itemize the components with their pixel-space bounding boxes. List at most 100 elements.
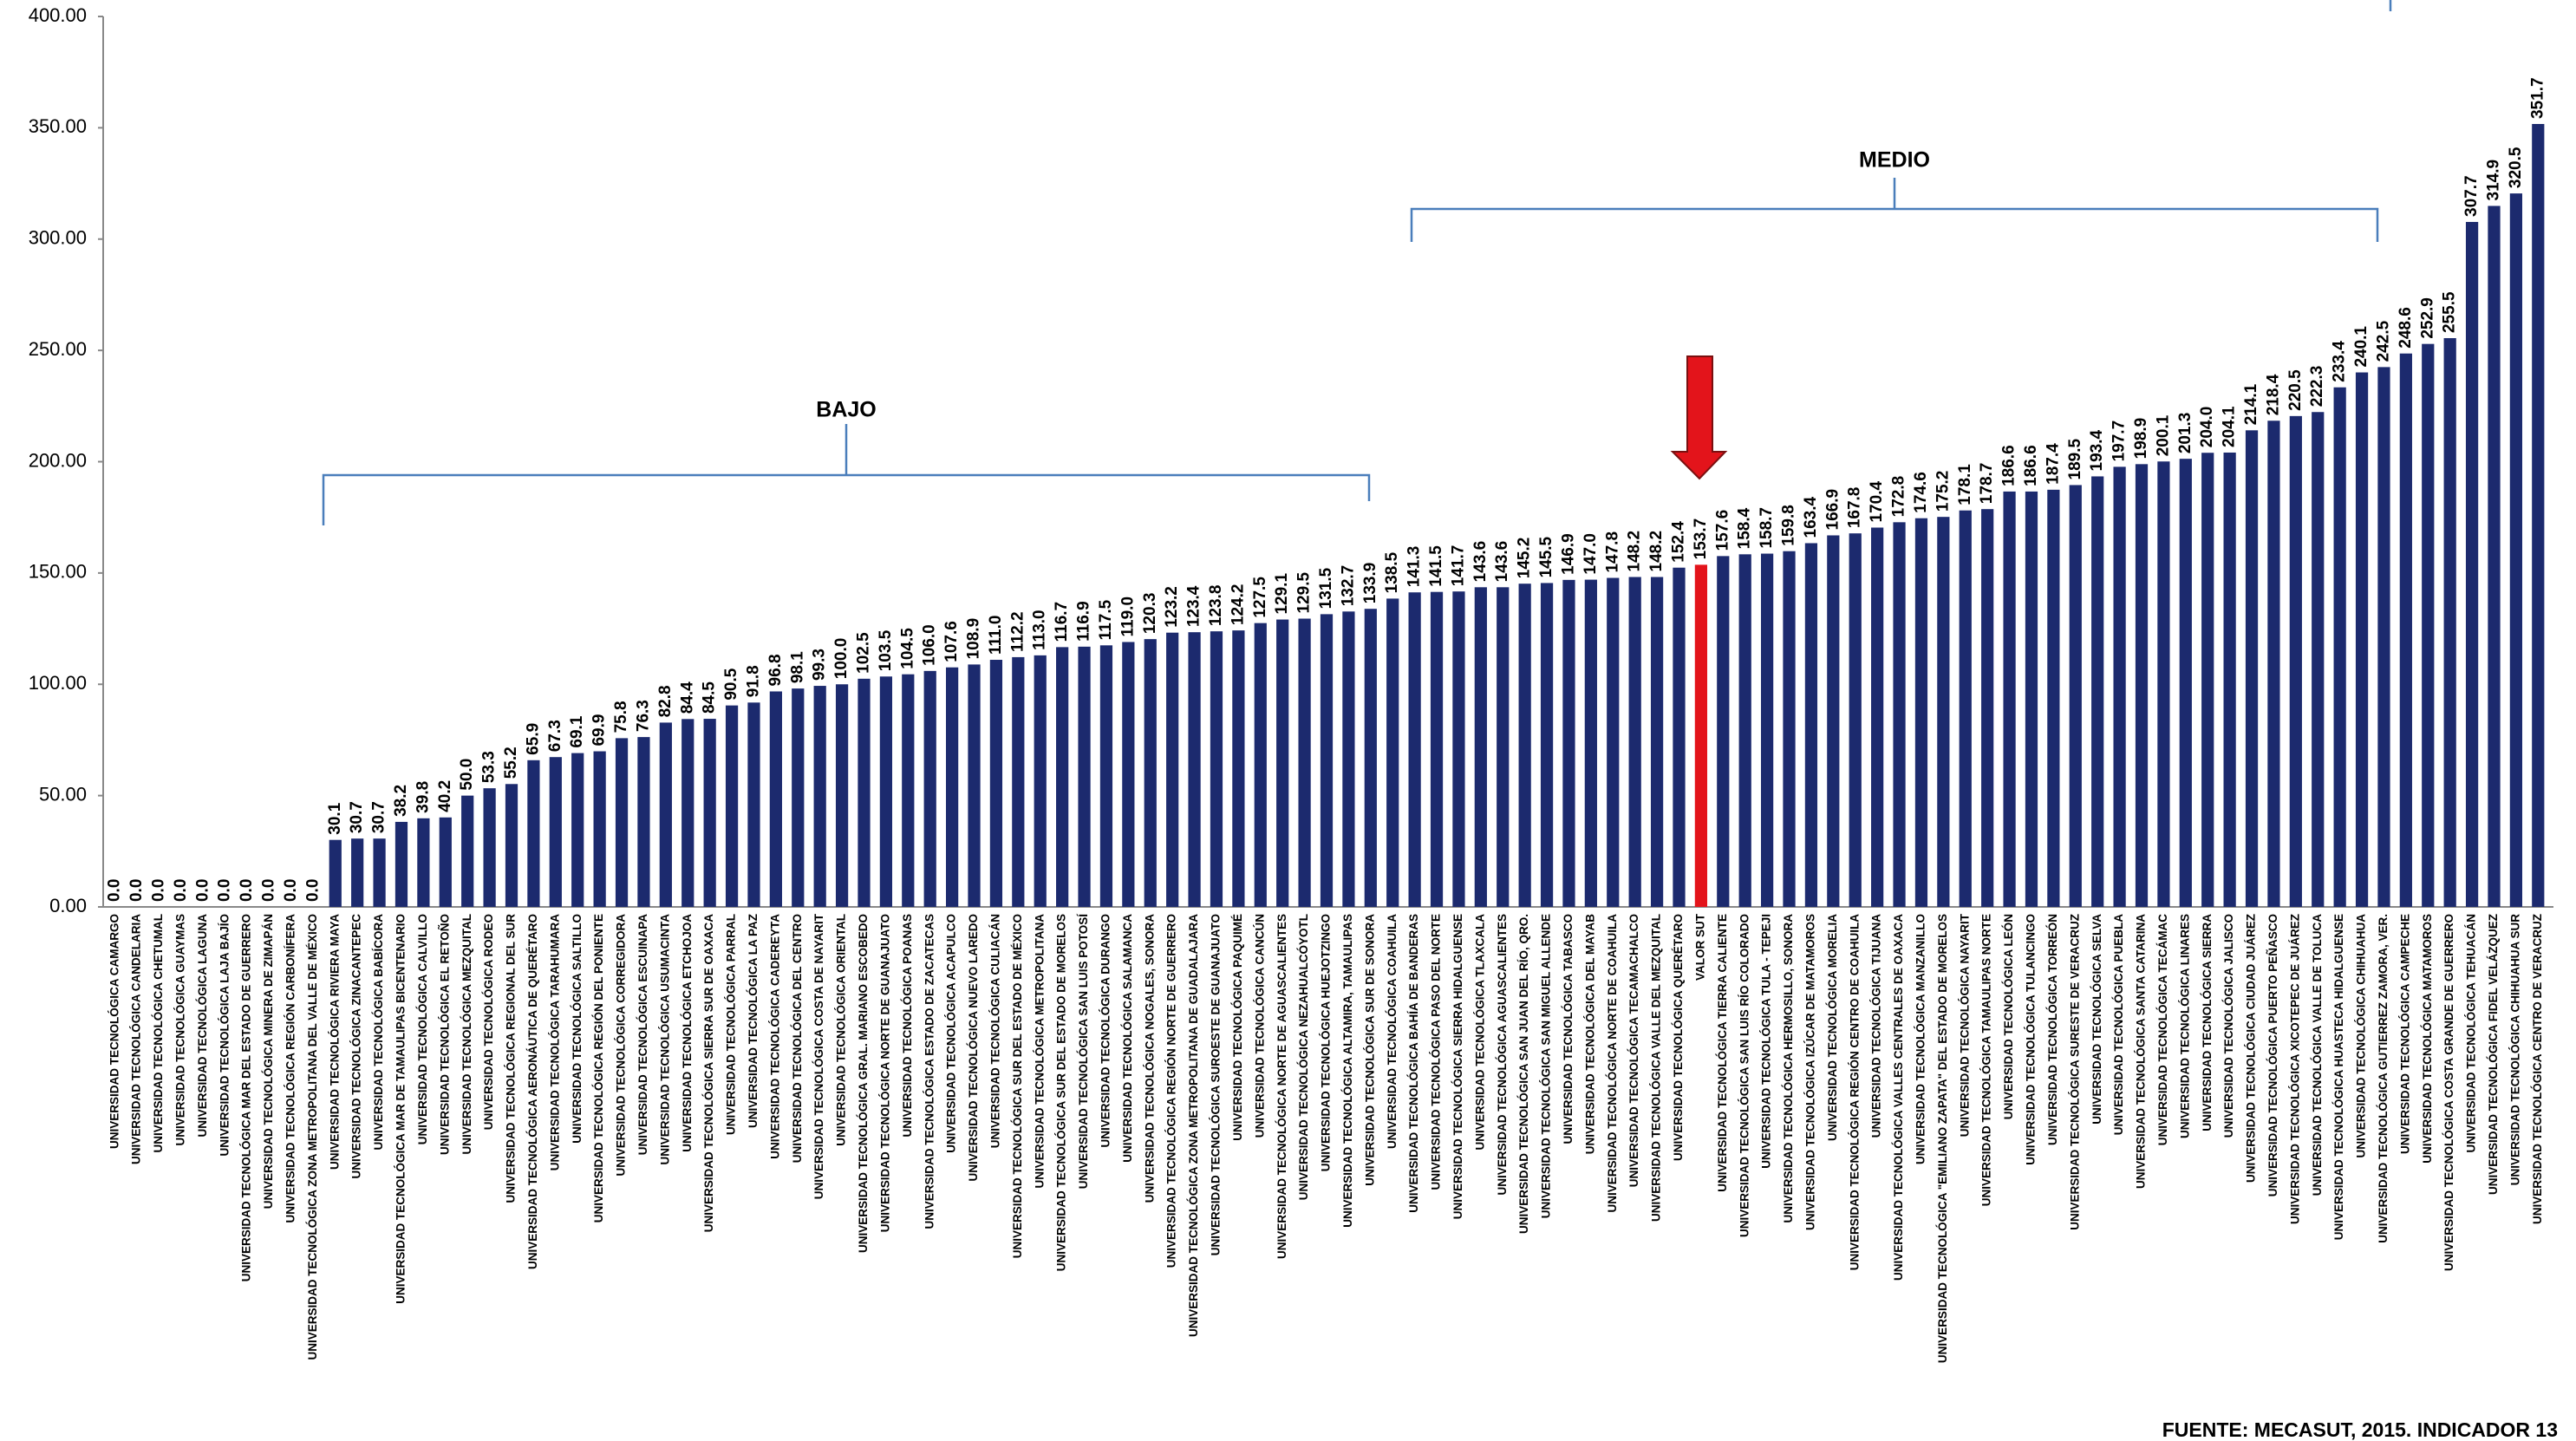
x-tick-label: UNIVERSIDAD TECNOLÓGICA REGIÓN DEL PONIE… — [592, 914, 605, 1223]
bar — [1849, 533, 1862, 907]
x-tick-label: UNIVERSIDAD TECNOLÓGICA LA PAZ — [747, 914, 760, 1128]
data-label: 220.5 — [2286, 369, 2305, 411]
data-label: 148.2 — [1626, 531, 1644, 572]
data-label: 147.0 — [1581, 533, 1600, 575]
x-tick-label: UNIVERSIDAD TECNOLÓGICA CORREGIDORA — [615, 914, 628, 1177]
x-tick-label: UNIVERSIDAD TECNOLÓGICA CIUDAD JUÁREZ — [2245, 914, 2258, 1183]
x-tick-label: UNIVERSIDAD TECNOLÓGICA ZONA METROPOLITA… — [1187, 914, 1200, 1337]
bar — [2355, 372, 2369, 908]
bar — [1122, 642, 1135, 907]
data-label: 175.2 — [1934, 471, 1952, 512]
bar — [1871, 527, 1884, 907]
data-label: 141.7 — [1449, 545, 1467, 587]
y-tick-label: 250.00 — [29, 338, 87, 360]
bracket-bajo: BAJO — [322, 398, 1371, 525]
bar — [989, 660, 1003, 907]
bar — [1386, 598, 1399, 907]
bar — [527, 760, 540, 907]
x-tick-label: UNIVERSIDAD TECNOLÓGICA PAQUIMÉ — [1231, 914, 1244, 1141]
x-tick-label: UNIVERSIDAD TECNOLÓGICA TECÁMAC — [2156, 914, 2169, 1146]
x-tick-label: UNIVERSIDAD TECNOLÓGICA SIERRA SUR DE OA… — [702, 914, 715, 1233]
data-label: 0.0 — [260, 879, 278, 902]
bar — [813, 686, 826, 907]
data-label: 0.0 — [238, 879, 256, 902]
data-label: 204.1 — [2221, 406, 2239, 447]
data-label: 159.8 — [1780, 505, 1798, 546]
bar — [659, 722, 672, 907]
data-label: 186.6 — [2022, 445, 2040, 486]
data-label: 163.4 — [1802, 496, 1820, 538]
annotation: MEDIO — [1859, 148, 1930, 173]
x-tick-label: UNIVERSIDAD TECNOLÓGICA GUTIERREZ ZAMORA… — [2377, 914, 2390, 1243]
x-tick-label: UNIVERSIDAD TECNOLÓGICA MATAMOROS — [2421, 914, 2434, 1164]
bar — [2025, 491, 2038, 907]
x-tick-label: UNIVERSIDAD TECNOLÓGICA NUEVO LAREDO — [967, 914, 980, 1182]
data-label: 145.5 — [1537, 536, 1555, 577]
bar — [792, 688, 805, 907]
bar — [2069, 485, 2082, 907]
data-label: 116.7 — [1053, 602, 1071, 642]
x-tick-label: UNIVERSIDAD TECNOLÓGICA METROPOLITANA — [1033, 914, 1046, 1189]
y-tick-label: 400.00 — [29, 4, 87, 26]
data-label: 123.2 — [1163, 586, 1181, 628]
x-tick-label: UNIVERSIDAD TECNOLÓGICA TLAXCALA — [1473, 914, 1486, 1151]
bar — [2179, 459, 2192, 907]
y-tick-label: 100.00 — [29, 672, 87, 694]
data-label: 214.1 — [2242, 383, 2260, 425]
bar — [1056, 647, 1069, 907]
data-label: 133.9 — [1361, 563, 1379, 604]
data-label: 178.1 — [1956, 464, 1974, 505]
bar — [1408, 592, 1421, 907]
bar — [2333, 387, 2346, 908]
x-tick-label: UNIVERSIDAD TECNOLÓGICA ZINACANTEPEC — [350, 914, 363, 1179]
x-tick-label: UNIVERSIDAD TECNOLÓGICA CHETUMAL — [152, 914, 165, 1153]
bar — [2443, 338, 2456, 907]
bar — [1518, 584, 1531, 907]
data-label: 197.7 — [2110, 421, 2129, 462]
bracket-line — [322, 473, 1371, 525]
bar — [1320, 614, 1334, 907]
x-tick-label: UNIVERSIDAD TECNOLÓGICA VALLES CENTRALES… — [1892, 914, 1905, 1281]
x-tick-label: UNIVERSIDAD TECNOLÓGICA MINERA DE ZIMAPÁ… — [262, 914, 275, 1209]
x-tick-label: UNIVERSIDAD TECNOLÓGICA TIJUANA — [1870, 914, 1883, 1138]
bar — [835, 684, 849, 907]
bar — [1607, 577, 1620, 907]
data-label: 147.8 — [1603, 531, 1621, 573]
data-label: 152.4 — [1670, 521, 1688, 563]
data-label: 90.5 — [722, 668, 740, 700]
bar — [1804, 543, 1818, 907]
x-tick-label: UNIVERSIDAD TECNOLÓGICA REGIÓN CARBONÍFE… — [284, 914, 297, 1223]
x-tick-label: UNIVERSIDAD TECNOLÓGICA CALVILLO — [416, 914, 429, 1144]
x-tick-label: UNIVERSIDAD TECNOLÓGICA AGUASCALIENTES — [1496, 914, 1509, 1196]
bar — [395, 821, 408, 907]
data-label: 158.7 — [1758, 507, 1776, 549]
data-label: 98.1 — [788, 651, 806, 683]
bar — [1650, 577, 1664, 907]
x-tick-label: UNIVERSIDAD TECNOLÓGICA TULANCINGO — [2025, 914, 2038, 1165]
x-tick-label: UNIVERSIDAD TECNOLÓGICA TORREÓN — [2046, 914, 2059, 1145]
x-tick-label: UNIVERSIDAD TECNOLÓGICA MORELIA — [1826, 914, 1839, 1141]
x-tick-label: UNIVERSIDAD TECNOLÓGICA USUMACINTA — [658, 914, 671, 1165]
x-tick-label: UNIVERSIDAD TECNOLÓGICA NORTE DE COAHUIL… — [1606, 914, 1619, 1213]
bar — [1562, 579, 1575, 907]
data-label: 0.0 — [150, 879, 168, 902]
x-tick-label: UNIVERSIDAD TECNOLÓGICA ESCUINAPA — [636, 914, 649, 1156]
data-label: 106.0 — [921, 624, 939, 666]
bar — [1738, 554, 1751, 907]
bar — [2532, 124, 2545, 907]
data-label: 141.5 — [1427, 545, 1445, 587]
data-label: 314.9 — [2485, 160, 2503, 201]
bar — [2157, 461, 2170, 907]
x-tick-label: UNIVERSIDAD TECNOLÓGICA MAR DEL ESTADO D… — [240, 914, 253, 1281]
data-label: 129.1 — [1273, 573, 1291, 615]
bar — [1342, 611, 1355, 907]
bar — [417, 818, 430, 907]
bar — [483, 788, 496, 907]
x-tick-label: UNIVERSIDAD TECNOLÓGICA SUR DEL ESTADO D… — [1055, 914, 1068, 1271]
bar — [1760, 553, 1774, 907]
bar — [1188, 632, 1201, 907]
data-label: 119.0 — [1118, 597, 1137, 637]
data-label: 123.4 — [1185, 585, 1203, 627]
x-tick-label: UNIVERSIDAD TECNOLÓGICA PARRAL — [725, 914, 738, 1135]
data-label: 189.5 — [2066, 438, 2084, 479]
